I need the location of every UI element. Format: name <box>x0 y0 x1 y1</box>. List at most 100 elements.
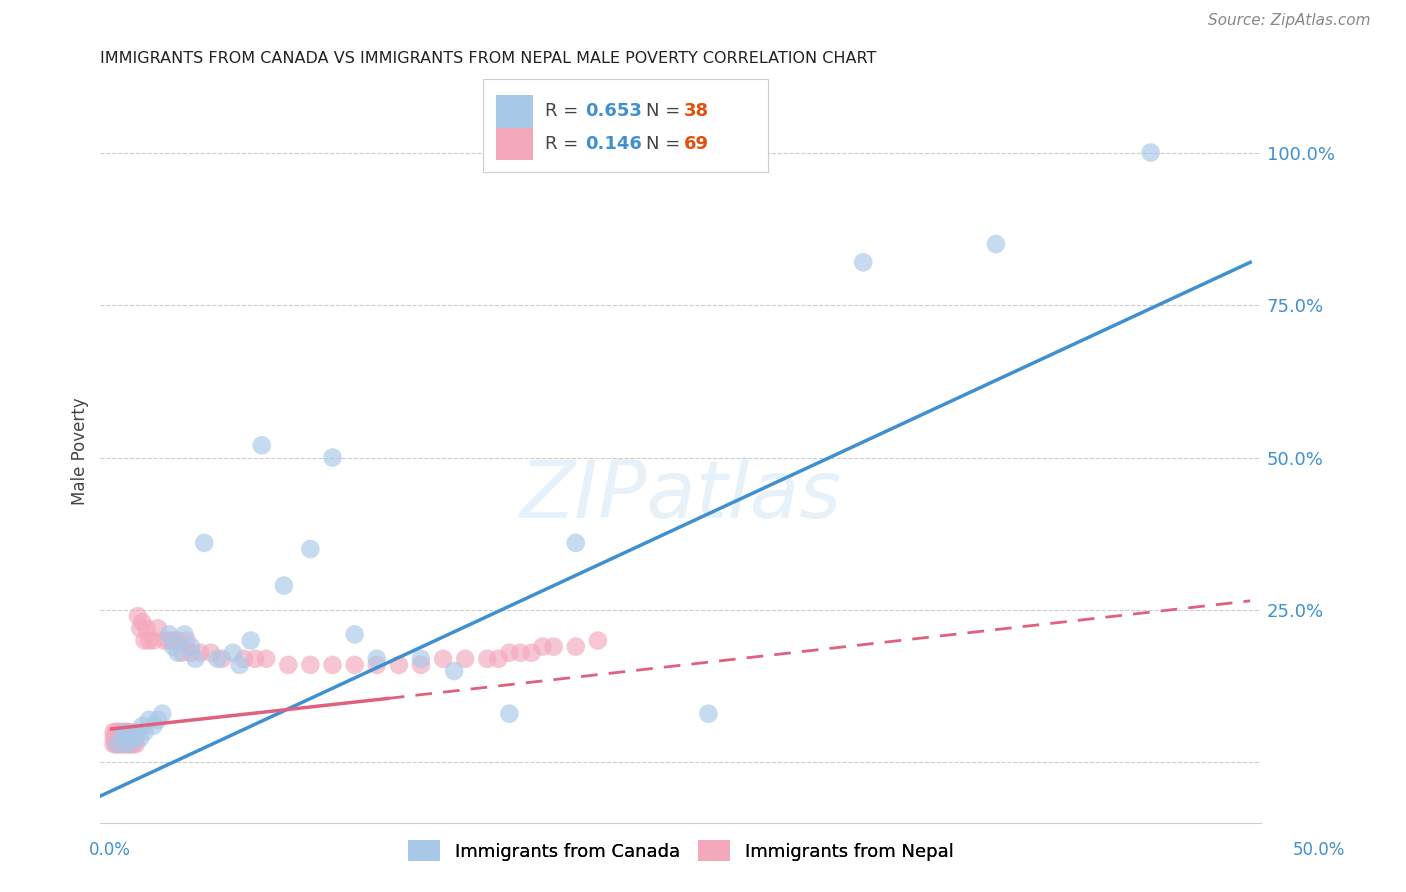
Point <box>520 646 543 660</box>
Point <box>125 731 148 745</box>
Point <box>193 536 215 550</box>
Point <box>131 719 153 733</box>
Point <box>122 737 145 751</box>
Text: ZIPatlas: ZIPatlas <box>520 457 842 535</box>
Point <box>162 633 184 648</box>
Point <box>120 731 142 745</box>
Point <box>409 657 432 672</box>
Point <box>531 640 554 654</box>
Text: 0.653: 0.653 <box>585 103 643 120</box>
Point <box>122 731 145 745</box>
Point <box>122 731 145 745</box>
Point <box>104 725 127 739</box>
Point <box>115 725 138 739</box>
Point <box>104 737 127 751</box>
Point <box>111 731 134 745</box>
Point <box>129 621 152 635</box>
Point <box>103 731 125 745</box>
Point <box>180 646 202 660</box>
Point <box>173 627 195 641</box>
Point <box>184 652 207 666</box>
Point <box>366 657 388 672</box>
Point <box>477 652 499 666</box>
Point <box>111 731 134 745</box>
Point <box>114 725 136 739</box>
Point <box>110 725 132 739</box>
Text: R =: R = <box>546 135 583 153</box>
Point <box>233 652 256 666</box>
FancyBboxPatch shape <box>484 79 768 172</box>
Point <box>172 646 194 660</box>
Point <box>125 737 148 751</box>
Point <box>322 657 344 672</box>
FancyBboxPatch shape <box>496 128 533 161</box>
Point <box>176 633 198 648</box>
Y-axis label: Male Poverty: Male Poverty <box>72 398 89 505</box>
Point <box>228 657 250 672</box>
Legend: Immigrants from Canada, Immigrants from Nepal: Immigrants from Canada, Immigrants from … <box>399 831 963 871</box>
Point <box>697 706 720 721</box>
Point <box>103 737 125 751</box>
Point <box>343 657 366 672</box>
Point <box>110 731 132 745</box>
Point <box>107 725 129 739</box>
Point <box>153 633 176 648</box>
Point <box>222 646 245 660</box>
Point <box>107 731 129 745</box>
Point <box>125 725 148 739</box>
Point <box>134 633 156 648</box>
Text: N =: N = <box>645 135 686 153</box>
Point <box>486 652 509 666</box>
Point <box>131 615 153 630</box>
Text: N =: N = <box>645 103 686 120</box>
Point <box>166 633 188 648</box>
Point <box>107 737 129 751</box>
Point <box>299 657 322 672</box>
Point <box>142 633 165 648</box>
Point <box>180 640 202 654</box>
Point <box>409 652 432 666</box>
Point <box>103 725 125 739</box>
Point <box>388 657 411 672</box>
Point <box>200 646 222 660</box>
Point <box>111 725 134 739</box>
Point <box>110 737 132 751</box>
Point <box>114 737 136 751</box>
Point <box>498 706 520 721</box>
Point <box>138 633 160 648</box>
Point <box>162 640 184 654</box>
Text: Source: ZipAtlas.com: Source: ZipAtlas.com <box>1208 13 1371 28</box>
Text: 69: 69 <box>685 135 709 153</box>
Text: 38: 38 <box>685 103 710 120</box>
Point <box>150 706 173 721</box>
Point <box>118 731 141 745</box>
Point <box>114 731 136 745</box>
Point <box>129 731 152 745</box>
Point <box>366 652 388 666</box>
Point <box>107 737 129 751</box>
Point <box>111 737 134 751</box>
Point <box>343 627 366 641</box>
Point <box>322 450 344 465</box>
Point <box>299 541 322 556</box>
Point <box>254 652 277 666</box>
Point <box>142 719 165 733</box>
Point <box>586 633 609 648</box>
Point <box>166 646 188 660</box>
Point <box>239 633 262 648</box>
Point <box>104 731 127 745</box>
Point <box>984 237 1007 252</box>
Point <box>135 621 157 635</box>
Point <box>188 646 211 660</box>
Point <box>277 657 299 672</box>
Point <box>250 438 273 452</box>
Point <box>273 579 295 593</box>
Text: IMMIGRANTS FROM CANADA VS IMMIGRANTS FROM NEPAL MALE POVERTY CORRELATION CHART: IMMIGRANTS FROM CANADA VS IMMIGRANTS FRO… <box>100 51 877 66</box>
Point <box>454 652 477 666</box>
Point <box>118 725 141 739</box>
Point <box>118 737 141 751</box>
Point <box>114 725 136 739</box>
Point <box>115 737 138 751</box>
Point <box>138 713 160 727</box>
Point <box>118 737 141 751</box>
